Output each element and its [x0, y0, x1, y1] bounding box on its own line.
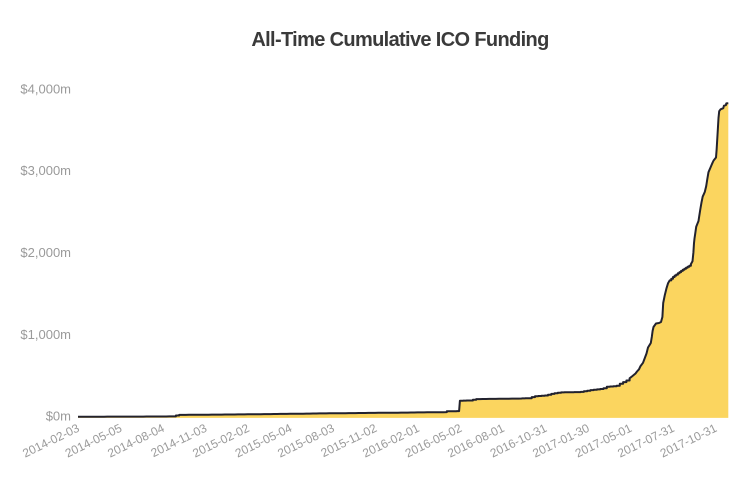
svg-text:$4,000m: $4,000m: [20, 82, 71, 97]
svg-text:$1,000m: $1,000m: [20, 327, 71, 342]
svg-text:All-Time Cumulative ICO Fundin: All-Time Cumulative ICO Funding: [251, 29, 548, 51]
svg-text:$2,000m: $2,000m: [20, 245, 71, 260]
svg-text:$0m: $0m: [46, 409, 71, 424]
svg-text:$3,000m: $3,000m: [20, 163, 71, 178]
